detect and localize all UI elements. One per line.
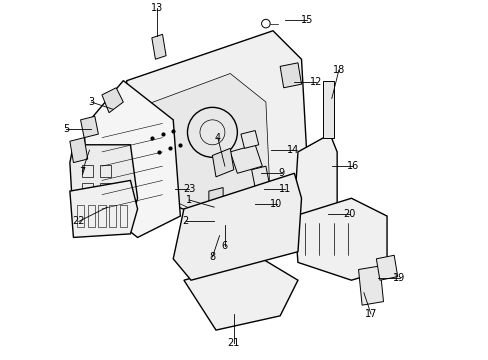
Text: 18: 18 <box>332 65 345 75</box>
Text: 4: 4 <box>214 132 221 143</box>
Bar <box>82 201 93 212</box>
Polygon shape <box>212 148 233 177</box>
Polygon shape <box>102 88 123 113</box>
Text: 7: 7 <box>79 167 85 176</box>
Polygon shape <box>212 223 223 244</box>
Bar <box>100 201 111 212</box>
Polygon shape <box>152 34 166 59</box>
Polygon shape <box>81 116 98 138</box>
Text: 15: 15 <box>300 15 312 25</box>
Polygon shape <box>230 145 262 173</box>
Bar <box>82 165 93 177</box>
Polygon shape <box>294 134 336 223</box>
Bar <box>120 205 126 227</box>
Polygon shape <box>134 73 269 209</box>
Bar <box>100 183 111 195</box>
Text: 21: 21 <box>227 338 240 347</box>
Text: 19: 19 <box>392 274 405 283</box>
Polygon shape <box>294 198 386 280</box>
Polygon shape <box>116 31 308 223</box>
Polygon shape <box>84 81 180 238</box>
Polygon shape <box>205 205 219 227</box>
Text: 14: 14 <box>286 145 298 155</box>
Bar <box>87 205 95 227</box>
Polygon shape <box>70 180 137 238</box>
Polygon shape <box>183 259 297 330</box>
Text: 13: 13 <box>151 3 163 13</box>
Polygon shape <box>173 173 301 280</box>
Text: 22: 22 <box>72 216 85 226</box>
Text: 16: 16 <box>346 161 359 171</box>
Text: 11: 11 <box>279 184 291 194</box>
Text: 12: 12 <box>309 77 321 87</box>
Text: 1: 1 <box>186 195 192 205</box>
Text: 2: 2 <box>182 216 188 226</box>
Polygon shape <box>322 81 333 138</box>
Text: 8: 8 <box>209 252 215 262</box>
Text: 9: 9 <box>278 168 285 178</box>
Bar <box>82 183 93 195</box>
Text: 20: 20 <box>343 209 355 219</box>
Polygon shape <box>358 266 383 305</box>
Text: 6: 6 <box>222 241 227 251</box>
Polygon shape <box>376 255 397 280</box>
Polygon shape <box>208 188 223 209</box>
Polygon shape <box>280 63 301 88</box>
Bar <box>100 165 111 177</box>
Bar <box>109 205 116 227</box>
Polygon shape <box>70 145 137 223</box>
Text: 3: 3 <box>88 97 94 107</box>
Text: 17: 17 <box>364 309 376 319</box>
Bar <box>98 205 105 227</box>
Polygon shape <box>241 131 258 148</box>
Text: 10: 10 <box>270 199 282 208</box>
Bar <box>77 205 84 227</box>
Polygon shape <box>219 212 233 234</box>
Polygon shape <box>70 138 87 163</box>
Text: 23: 23 <box>183 184 195 194</box>
Text: 5: 5 <box>63 124 69 134</box>
Polygon shape <box>251 166 269 188</box>
